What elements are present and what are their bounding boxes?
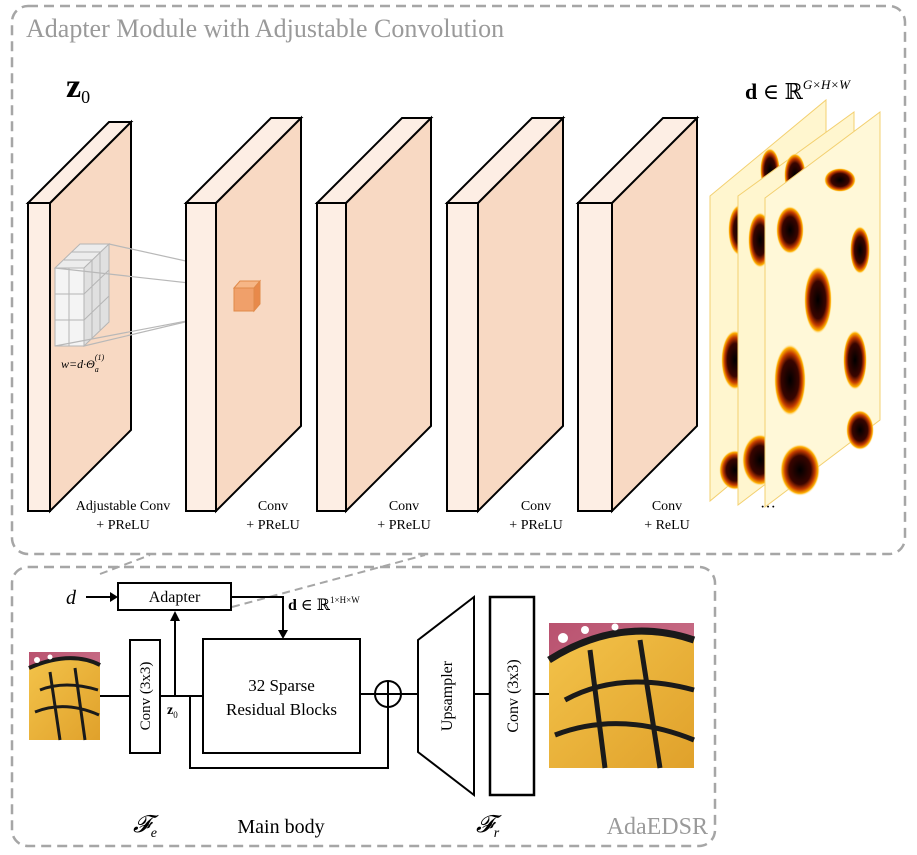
feature-map-front	[764, 111, 881, 509]
conv-tail-label: Conv (3x3)	[505, 659, 522, 732]
residual-line2: Residual Blocks	[226, 700, 337, 719]
z0-label: z0	[167, 703, 178, 720]
layer-caption-4-line1: Conv	[521, 499, 551, 514]
skip-connection	[189, 696, 389, 769]
adapter-box[interactable]	[117, 582, 232, 611]
output-pixel-cube	[232, 279, 262, 313]
adapter-output-path	[231, 596, 284, 632]
layer-front	[577, 202, 613, 512]
layer-captions: Adjustable Conv + PReLU Conv + PReLU Con…	[76, 499, 690, 533]
feature-map-stack: ···	[709, 98, 881, 516]
adapter-label: Adapter	[149, 589, 201, 606]
adapter-module-panel: Adapter Module with Adjustable Convoluti…	[10, 4, 907, 556]
input-z0-label: z0	[66, 68, 90, 107]
fe-label: 𝓕e	[133, 812, 159, 841]
conv-head-box[interactable]	[129, 639, 161, 754]
residual-line1: 32 Sparse	[248, 676, 315, 695]
conv-tail-box[interactable]	[488, 595, 536, 797]
upsampler-block[interactable]	[417, 594, 475, 798]
adaedsr-panel: d Adapter d ∈ ℝ1×H×W Conv (3x3) z	[10, 565, 717, 848]
layer-conv-1	[183, 115, 304, 514]
layer-conv-4	[575, 115, 700, 514]
residual-blocks-box[interactable]	[202, 638, 361, 754]
zoom-connector	[99, 554, 426, 608]
layer-front	[27, 202, 51, 512]
layer-front	[446, 202, 479, 512]
kernel-formula: w=d·Θa(1)	[61, 353, 104, 374]
top-panel-border	[10, 4, 907, 556]
top-panel-title: Adapter Module with Adjustable Convoluti…	[26, 14, 504, 43]
sum-node	[374, 680, 402, 708]
layer-caption-4-line2: + PReLU	[509, 518, 562, 533]
layer-caption-1-line1: Adjustable Conv	[76, 499, 171, 514]
upsampler-label: Upsampler	[439, 660, 456, 731]
model-name-label: AdaEDSR	[607, 814, 708, 840]
conv-head-label: Conv (3x3)	[138, 662, 154, 731]
kernel-grid	[53, 242, 111, 348]
layer-caption-1-line2: + PReLU	[96, 518, 149, 533]
layer-caption-5-line2: + ReLU	[644, 518, 690, 533]
layer-caption-5-line1: Conv	[652, 499, 682, 514]
layer-caption-2-line2: + PReLU	[246, 518, 299, 533]
layer-conv-3	[444, 115, 566, 514]
d-input-label: d	[66, 587, 77, 609]
lr-input-image	[28, 652, 101, 741]
d-vector-label: d ∈ ℝ1×H×W	[288, 595, 360, 614]
layer-front	[185, 202, 217, 512]
layer-front	[316, 202, 347, 512]
sr-output-image	[547, 623, 696, 769]
feature-map-ellipsis: ···	[760, 499, 776, 516]
layer-caption-2-line1: Conv	[258, 499, 288, 514]
bottom-panel-border	[10, 565, 717, 848]
fr-label: 𝓕r	[476, 812, 502, 841]
output-d-label: d ∈ ℝG×H×W	[745, 77, 851, 104]
layer-caption-3-line2: + PReLU	[377, 518, 430, 533]
layer-conv-2	[314, 115, 434, 514]
main-body-label: Main body	[237, 816, 324, 838]
layer-caption-3-line1: Conv	[389, 499, 419, 514]
